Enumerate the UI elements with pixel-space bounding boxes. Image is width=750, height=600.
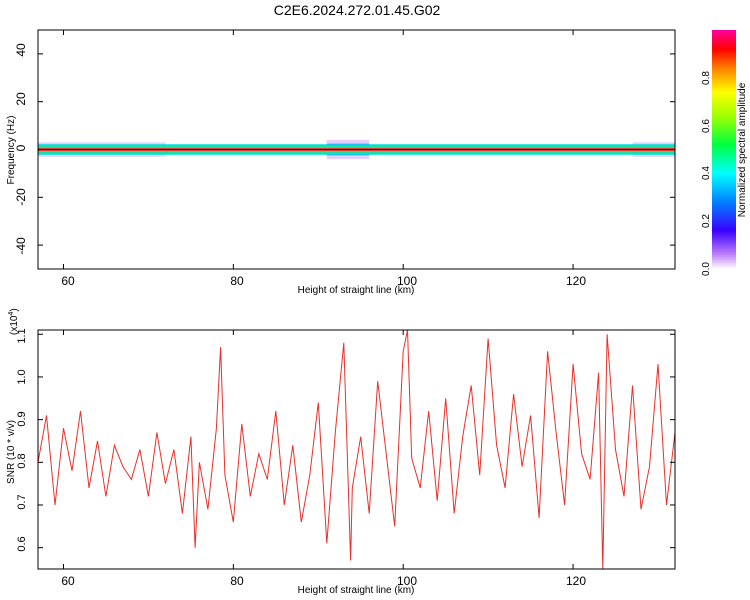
colorbar-label: Normalized spectral amplitude <box>737 82 748 217</box>
heatmap-y-tick-label: 20 <box>14 92 28 106</box>
colorbar-tick-label: 0.8 <box>701 71 712 85</box>
snr-multiplier-close: ) <box>9 308 20 311</box>
snr-axis-ticks <box>38 330 675 569</box>
heatmap-panel: 60 80 100 120 Height of straight line (k… <box>6 29 676 296</box>
heatmap-y-tick-label: -20 <box>14 188 28 206</box>
snr-panel: 60 80 100 120 Height of straight line (k… <box>6 308 676 596</box>
heatmap-x-tick-label: 120 <box>566 274 586 288</box>
heatmap-y-tick-label: -40 <box>14 237 28 255</box>
snr-multiplier-exp: 4 <box>8 312 15 316</box>
snr-series-line <box>38 330 675 569</box>
snr-x-tick-label: 80 <box>230 574 244 588</box>
snr-x-axis-label: Height of straight line (km) <box>298 585 415 596</box>
heatmap-x-axis-label: Height of straight line (km) <box>298 285 415 296</box>
snr-y-axis-label: SNR (10 * v/v) <box>6 420 17 484</box>
snr-multiplier-base: (x10 <box>9 315 20 335</box>
heatmap-x-tick-label: 60 <box>61 274 75 288</box>
colorbar-tick-label: 0.0 <box>701 262 712 276</box>
snr-x-tick-label: 60 <box>61 574 75 588</box>
chart-title: C2E6.2024.272.01.45.G02 <box>274 2 441 18</box>
snr-y-tick-label: 1.1 <box>16 328 28 343</box>
heatmap-y-tick-label: 40 <box>14 43 28 57</box>
snr-x-tick-label: 120 <box>566 574 586 588</box>
snr-x-tick-label: 100 <box>397 574 417 588</box>
snr-y-tick-label: 0.8 <box>16 453 28 468</box>
colorbar-tick-label: 0.6 <box>701 119 712 133</box>
svg-text:(x104): (x104) <box>8 308 20 335</box>
snr-y-tick-label: 0.6 <box>16 536 28 551</box>
colorbar-gradient <box>712 30 736 269</box>
colorbar: 0.0 0.2 0.4 0.6 0.8 Normalized spectral … <box>701 30 748 276</box>
colorbar-tick-label: 0.2 <box>701 214 712 228</box>
heatmap-y-tick-label: 0 <box>14 144 28 151</box>
heatmap-x-tick-label: 100 <box>397 274 417 288</box>
snr-y-tick-label: 1.0 <box>16 369 28 384</box>
snr-y-tick-label: 0.7 <box>16 494 28 509</box>
snr-multiplier: (x104) <box>8 308 20 335</box>
snr-y-tick-label: 0.9 <box>16 411 28 426</box>
snr-frame <box>37 329 676 570</box>
heatmap-y-axis-label: Frequency (Hz) <box>6 116 17 185</box>
heatmap-x-tick-label: 80 <box>230 274 244 288</box>
colorbar-tick-label: 0.4 <box>701 166 712 180</box>
heatmap-layer <box>38 139 675 160</box>
heatmap-axis-ticks <box>38 30 675 269</box>
